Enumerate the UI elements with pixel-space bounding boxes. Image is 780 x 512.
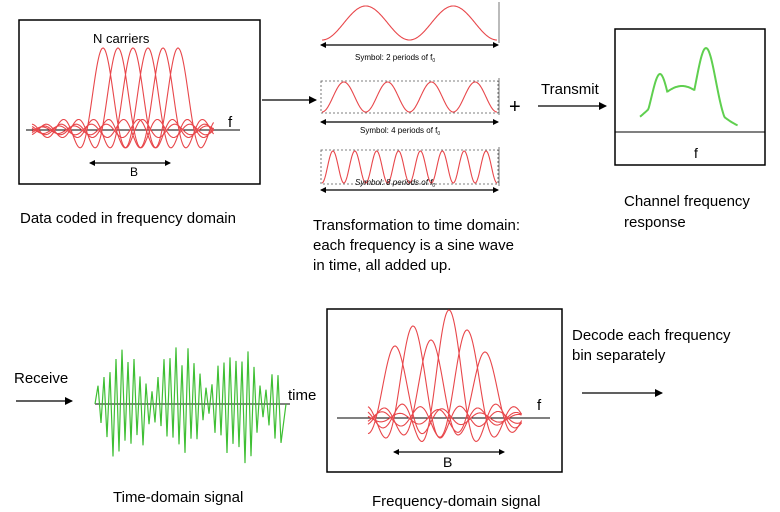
caption-time-signal: Time-domain signal (113, 489, 243, 506)
time-domain-signal (94, 347, 287, 464)
channel-response-curve (639, 47, 738, 127)
caption-transformation-3: in time, all added up. (313, 257, 451, 274)
transmit-label: Transmit (541, 81, 600, 98)
f-axis-label: f (228, 114, 233, 131)
symbol-sine (322, 5, 497, 41)
symbol-sine (321, 150, 498, 184)
frequency-domain-box (18, 19, 261, 185)
caption-decode-1: Decode each frequency (572, 327, 731, 344)
received-carrier-curve (367, 329, 523, 438)
carrier-curve (31, 47, 214, 149)
carrier-curve (31, 47, 214, 149)
received-carrier-curve (367, 351, 523, 433)
carrier-curve (31, 47, 215, 149)
received-carrier-curve (367, 339, 522, 436)
channel-f-label: f (694, 145, 698, 161)
caption-frequency-domain: Data coded in frequency domain (20, 210, 236, 227)
frequency-signal-panel: f B (326, 308, 563, 473)
carrier-curve (31, 47, 214, 149)
receive-label: Receive (14, 370, 68, 387)
freq2-f-label: f (537, 397, 542, 414)
caption-channel-1: Channel frequency (624, 193, 750, 210)
symbol-bounds (320, 80, 499, 114)
received-carrier-curves (367, 309, 523, 443)
time-axis-label: time (288, 387, 316, 404)
frequency-signal-box (326, 308, 563, 473)
carrier-curve (31, 47, 215, 149)
channel-response-box (614, 28, 766, 166)
sine-wave-2-periods (322, 2, 500, 43)
symbol-2: Symbol: 4 periods of f0 (320, 78, 500, 137)
received-carrier-curve (367, 309, 523, 443)
symbol-1-label: Symbol: 2 periods of f0 (355, 53, 435, 64)
symbol-2-label: Symbol: 4 periods of f0 (360, 126, 440, 137)
carrier-curves (31, 47, 215, 149)
received-carrier-curve (367, 325, 522, 439)
sine-wave-8-periods (320, 147, 500, 186)
time-domain-panel: time (94, 347, 316, 464)
bandwidth-label: B (130, 165, 138, 179)
symbol-3-label: Symbol: 8 periods of f0 (355, 178, 435, 189)
received-carrier-curve (367, 345, 522, 435)
symbol-3: Symbol: 8 periods of f0 (320, 147, 500, 193)
caption-frequency-signal: Frequency-domain signal (372, 493, 540, 510)
carrier-curve (31, 47, 215, 149)
caption-transformation-2: each frequency is a sine wave (313, 237, 514, 254)
frequency-domain-panel: N carriers f B (18, 19, 261, 185)
symbol-bounds (320, 149, 499, 185)
sine-wave-4-periods (320, 78, 500, 115)
symbol-stack: Symbol: 2 periods of f0 Symbol: 4 period… (320, 2, 500, 193)
channel-response-panel: f (614, 28, 766, 166)
symbol-sine (322, 81, 497, 113)
caption-decode-2: bin separately (572, 347, 666, 364)
plus-sign: + (509, 96, 521, 118)
n-carriers-label: N carriers (93, 31, 150, 46)
symbol-1: Symbol: 2 periods of f0 (320, 2, 500, 64)
freq2-bandwidth-label: B (443, 454, 452, 470)
caption-transformation-1: Transformation to time domain: (313, 217, 520, 234)
caption-channel-2: response (624, 214, 686, 231)
